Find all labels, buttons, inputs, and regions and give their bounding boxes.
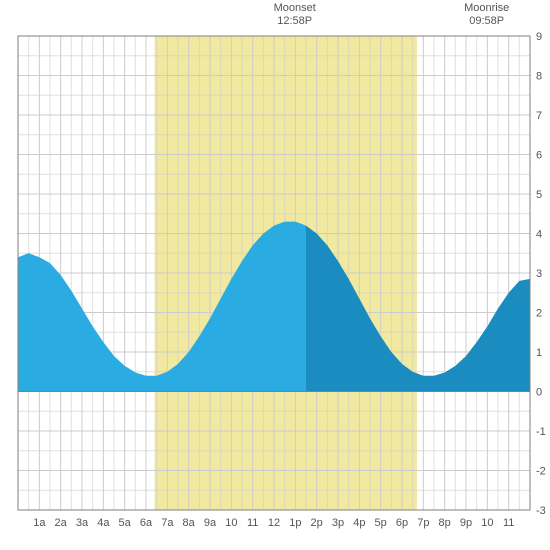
svg-text:3p: 3p (332, 517, 344, 529)
tide-chart: -3-2-101234567891a2a3a4a5a6a7a8a9a101112… (0, 0, 550, 550)
event-name: Moonset (267, 2, 323, 15)
svg-text:-2: -2 (536, 466, 546, 478)
svg-text:9p: 9p (460, 517, 472, 529)
svg-text:8p: 8p (439, 517, 451, 529)
svg-text:9: 9 (536, 31, 542, 43)
svg-text:2a: 2a (55, 517, 68, 529)
moonrise-label: Moonrise09:58P (459, 2, 515, 28)
svg-text:7: 7 (536, 110, 542, 122)
svg-text:6a: 6a (140, 517, 153, 529)
svg-text:6p: 6p (396, 517, 408, 529)
svg-text:4a: 4a (97, 517, 110, 529)
svg-text:5: 5 (536, 189, 542, 201)
svg-text:7p: 7p (417, 517, 429, 529)
svg-text:12: 12 (268, 517, 280, 529)
svg-text:7a: 7a (161, 517, 174, 529)
svg-text:-1: -1 (536, 426, 546, 438)
svg-text:10: 10 (225, 517, 237, 529)
svg-text:0: 0 (536, 387, 542, 399)
event-time: 09:58P (459, 15, 515, 28)
svg-text:1a: 1a (33, 517, 46, 529)
svg-text:3a: 3a (76, 517, 89, 529)
svg-text:5p: 5p (375, 517, 387, 529)
svg-text:1p: 1p (289, 517, 301, 529)
svg-text:1: 1 (536, 347, 542, 359)
svg-text:-3: -3 (536, 505, 546, 517)
svg-text:8: 8 (536, 71, 542, 83)
event-time: 12:58P (267, 15, 323, 28)
svg-text:4: 4 (536, 229, 542, 241)
svg-text:8a: 8a (183, 517, 196, 529)
svg-text:3: 3 (536, 268, 542, 280)
svg-text:6: 6 (536, 150, 542, 162)
svg-text:11: 11 (247, 517, 258, 529)
svg-text:5a: 5a (119, 517, 132, 529)
svg-text:2p: 2p (311, 517, 323, 529)
event-name: Moonrise (459, 2, 515, 15)
svg-text:9a: 9a (204, 517, 217, 529)
svg-text:4p: 4p (353, 517, 365, 529)
chart-svg: -3-2-101234567891a2a3a4a5a6a7a8a9a101112… (0, 0, 550, 550)
svg-text:11: 11 (503, 517, 514, 529)
svg-text:2: 2 (536, 308, 542, 320)
svg-text:10: 10 (481, 517, 493, 529)
moonset-label: Moonset12:58P (267, 2, 323, 28)
